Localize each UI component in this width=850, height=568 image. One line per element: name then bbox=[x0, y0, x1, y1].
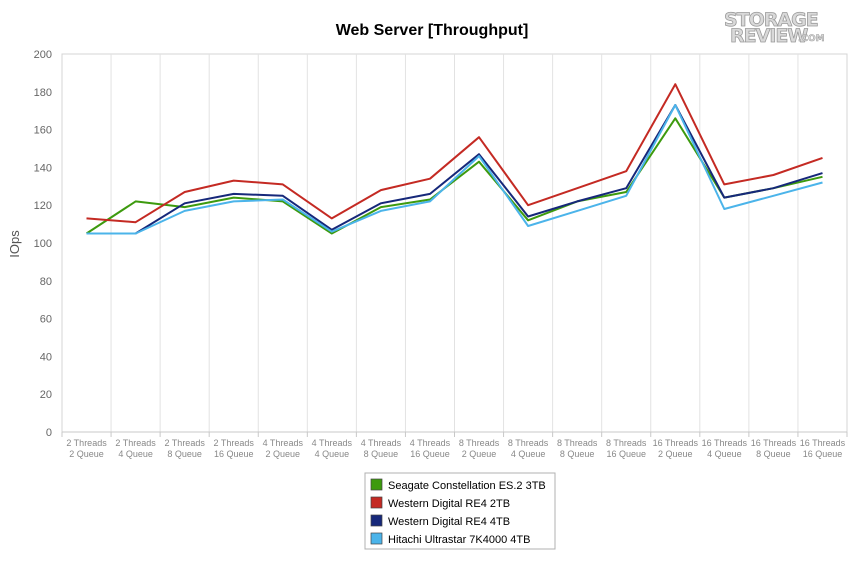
y-tick-label: 180 bbox=[34, 87, 52, 99]
legend-swatch bbox=[370, 514, 383, 527]
x-tick-label: 8 Queue bbox=[560, 449, 595, 459]
y-tick-label: 200 bbox=[34, 49, 52, 61]
x-tick-label: 2 Threads bbox=[115, 438, 156, 448]
y-tick-label: 60 bbox=[40, 314, 52, 326]
x-tick-label: 8 Threads bbox=[606, 438, 647, 448]
y-tick-label: 100 bbox=[34, 238, 52, 250]
legend-label: Hitachi Ultrastar 7K4000 4TB bbox=[388, 534, 530, 546]
y-tick-label: 40 bbox=[40, 351, 52, 363]
logo-line-2: REVIEW bbox=[730, 25, 808, 47]
legend: Seagate Constellation ES.2 3TB Western Di… bbox=[364, 472, 556, 550]
y-tick-label: 20 bbox=[40, 389, 52, 401]
x-tick-label: 16 Threads bbox=[653, 438, 699, 448]
x-tick-label: 8 Queue bbox=[167, 449, 202, 459]
series-line bbox=[86, 104, 823, 235]
storagereview-logo: STORAGE REVIEW .COM bbox=[724, 9, 825, 48]
x-tick-label: 16 Queue bbox=[803, 449, 843, 459]
y-tick-label: 140 bbox=[34, 162, 52, 174]
series-line bbox=[86, 83, 823, 224]
x-tick-label: 2 Threads bbox=[164, 438, 205, 448]
x-tick-label: 2 Threads bbox=[66, 438, 107, 448]
x-tick-label: 4 Queue bbox=[118, 449, 153, 459]
legend-label: Western Digital RE4 4TB bbox=[388, 516, 510, 528]
y-axis-label: IOps bbox=[7, 230, 22, 258]
x-tick-label: 2 Threads bbox=[214, 438, 255, 448]
legend-swatch bbox=[370, 478, 383, 491]
logo-suffix: .COM bbox=[798, 34, 825, 44]
chart-title: Web Server [Throughput] bbox=[336, 22, 529, 39]
x-tick-label: 8 Threads bbox=[459, 438, 500, 448]
x-tick-label: 8 Threads bbox=[508, 438, 549, 448]
x-tick-label: 2 Queue bbox=[69, 449, 104, 459]
x-tick-label: 8 Queue bbox=[756, 449, 791, 459]
y-tick-label: 0 bbox=[46, 427, 52, 439]
x-tick-label: 8 Queue bbox=[364, 449, 399, 459]
legend-swatch bbox=[370, 496, 383, 509]
x-tick-label: 4 Threads bbox=[312, 438, 353, 448]
x-tick-label: 4 Threads bbox=[263, 438, 304, 448]
legend-swatch bbox=[370, 532, 383, 545]
x-tick-label: 2 Queue bbox=[266, 449, 301, 459]
x-tick-label: 16 Queue bbox=[410, 449, 450, 459]
x-tick-label: 2 Queue bbox=[462, 449, 497, 459]
x-tick-label: 4 Queue bbox=[707, 449, 742, 459]
x-tick-label: 4 Queue bbox=[315, 449, 350, 459]
y-tick-label: 160 bbox=[34, 125, 52, 137]
x-tick-label: 4 Threads bbox=[361, 438, 402, 448]
legend-label: Seagate Constellation ES.2 3TB bbox=[388, 480, 546, 492]
series-line bbox=[86, 104, 823, 235]
x-tick-label: 8 Threads bbox=[557, 438, 598, 448]
x-tick-label: 2 Queue bbox=[658, 449, 693, 459]
y-tick-label: 80 bbox=[40, 276, 52, 288]
x-tick-label: 16 Queue bbox=[606, 449, 646, 459]
x-tick-label: 16 Threads bbox=[800, 438, 846, 448]
logo-line-1: STORAGE bbox=[724, 9, 818, 31]
legend-box bbox=[364, 472, 556, 550]
x-tick-label: 16 Threads bbox=[702, 438, 748, 448]
legend-label: Western Digital RE4 2TB bbox=[388, 498, 510, 510]
x-tick-label: 16 Queue bbox=[214, 449, 254, 459]
x-tick-label: 4 Threads bbox=[410, 438, 451, 448]
y-tick-label: 120 bbox=[34, 200, 52, 212]
x-tick-label: 4 Queue bbox=[511, 449, 546, 459]
x-tick-label: 16 Threads bbox=[751, 438, 797, 448]
